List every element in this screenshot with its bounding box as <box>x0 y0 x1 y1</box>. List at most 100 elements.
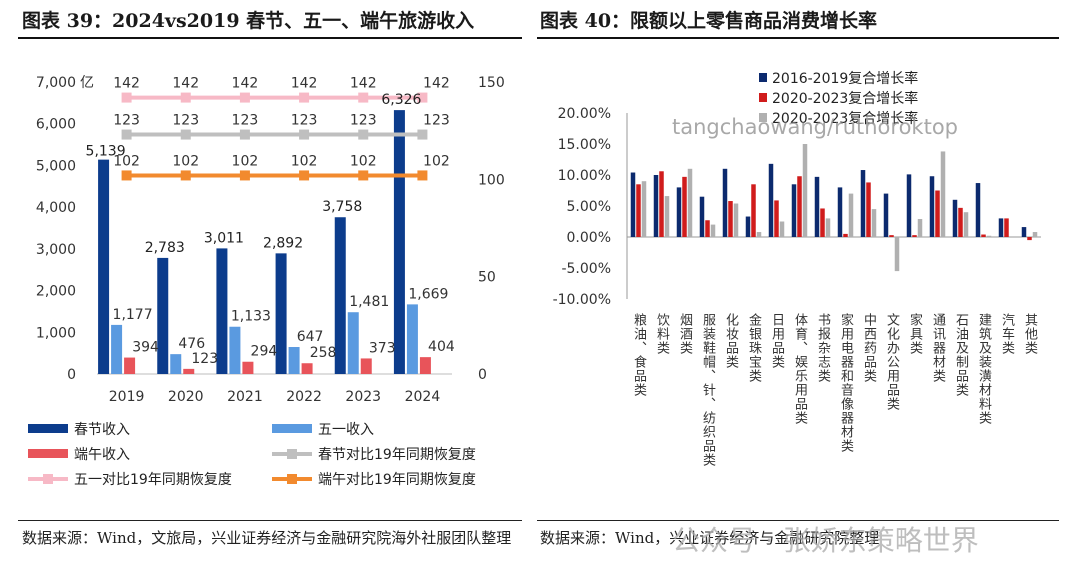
left-axis-tick-label: 6,000 <box>36 117 76 133</box>
line-value-label: 123 <box>113 113 140 129</box>
y-axis-tick-label: 0.00% <box>567 230 611 246</box>
recovery-marker <box>180 92 191 103</box>
right-axis-tick-label: 100 <box>478 172 505 188</box>
bar-value-label: 2,892 <box>263 235 303 251</box>
bar-3 <box>124 357 136 374</box>
recovery-marker <box>358 170 369 181</box>
growth-bar-1 <box>768 163 774 237</box>
legend-swatch <box>28 449 68 458</box>
recovery-marker <box>358 129 369 140</box>
growth-bar-1 <box>837 187 843 237</box>
bar-value-label: 1,669 <box>408 286 448 302</box>
bar-2 <box>406 304 418 374</box>
legend-label: 五一收入 <box>318 422 374 438</box>
growth-bar-3 <box>986 235 992 237</box>
growth-bar-2 <box>774 200 779 237</box>
bar-value-label: 2,783 <box>145 240 185 256</box>
category-label: 2022 <box>286 389 322 405</box>
left-source-note: 数据来源：Wind，文旅局，兴业证券经济与金融研究院海外社服团队整理 <box>22 529 512 547</box>
category-label: 家具类 <box>907 312 923 355</box>
legend-swatch <box>272 424 312 433</box>
y-axis-tick-label: 5.00% <box>567 199 611 215</box>
growth-bar-2 <box>912 235 917 237</box>
bar-1 <box>98 159 110 374</box>
left-axis-tick-label: 2,000 <box>36 284 76 300</box>
growth-bar-3 <box>641 181 647 237</box>
recovery-marker <box>358 92 369 103</box>
growth-bar-3 <box>687 168 693 237</box>
category-label: 2023 <box>345 389 381 405</box>
bar-3 <box>360 358 372 374</box>
recovery-marker <box>121 92 132 103</box>
bar-1 <box>393 110 405 375</box>
bar-value-label: 3,758 <box>322 199 362 215</box>
growth-bar-3 <box>733 203 739 237</box>
growth-bar-3 <box>963 212 969 237</box>
recovery-marker <box>121 129 132 140</box>
line-value-label: 102 <box>113 153 140 169</box>
growth-bar-2 <box>820 208 825 237</box>
bar-value-label: 1,133 <box>231 309 271 325</box>
bar-2 <box>111 324 123 374</box>
growth-bar-1 <box>791 184 797 237</box>
category-label: 体育、娱乐用品类 <box>792 313 808 425</box>
growth-bar-1 <box>676 187 682 237</box>
growth-bar-3 <box>1032 232 1038 237</box>
growth-bar-1 <box>952 199 958 237</box>
line-value-label: 102 <box>232 153 259 169</box>
category-label: 2021 <box>227 389 263 405</box>
legend-label: 端午收入 <box>74 447 130 463</box>
growth-bar-1 <box>998 218 1004 237</box>
bar-value-label: 647 <box>297 329 324 345</box>
category-label: 粮油、食品类 <box>631 313 647 397</box>
legend-label: 端午对比19年同期恢复度 <box>318 471 476 488</box>
left-axis-tick-label: 4,000 <box>36 200 76 216</box>
recovery-marker <box>417 170 428 181</box>
right-axis-tick-label: 150 <box>478 75 505 91</box>
growth-bar-1 <box>814 176 820 237</box>
bar-3 <box>242 361 254 374</box>
bar-value-label: 3,011 <box>204 230 244 246</box>
bar-value-label: 123 <box>191 351 218 367</box>
y-axis-tick-label: -10.00% <box>553 292 611 308</box>
category-label: 通讯器材类 <box>930 313 946 383</box>
line-value-label: 123 <box>350 113 377 129</box>
line-value-label: 142 <box>350 76 377 92</box>
right-top-rule <box>537 37 1059 39</box>
recovery-marker <box>239 129 250 140</box>
category-label: 文化办公用品类 <box>884 313 900 411</box>
bar-value-label: 373 <box>369 340 396 356</box>
growth-bar-1 <box>745 216 751 237</box>
growth-bar-1 <box>906 174 912 237</box>
bar-value-label: 1,177 <box>113 307 153 323</box>
left-axis-tick-label: 7,000 <box>36 75 76 91</box>
growth-bar-2 <box>1027 237 1032 241</box>
category-label: 化妆品类 <box>723 313 739 369</box>
bar-2 <box>347 312 359 374</box>
retail-growth-chart: -10.00% -5.00% 0.00% 5.00% 10.00% 15.00% 20.00… <box>553 70 1041 467</box>
line-value-label: 123 <box>232 113 259 129</box>
category-label: 金银珠宝类 <box>746 312 762 383</box>
growth-bar-3 <box>894 237 900 272</box>
legend-label: 2016-2019复合增长率 <box>772 70 918 87</box>
bar-value-label: 5,139 <box>86 144 126 160</box>
line-value-label: 142 <box>113 76 140 92</box>
category-label: 其他类 <box>1022 313 1038 355</box>
category-label: 饮料类 <box>654 313 670 355</box>
recovery-marker <box>299 92 310 103</box>
left-axis-tick-label: 0 <box>67 367 76 383</box>
growth-bar-1 <box>975 183 981 237</box>
growth-bar-1 <box>1021 227 1027 237</box>
left-axis-tick-label: 5,000 <box>36 158 76 174</box>
growth-bar-2 <box>705 220 710 237</box>
growth-bar-1 <box>630 172 636 237</box>
growth-bar-2 <box>682 176 687 237</box>
left-axis-unit: 亿 <box>80 75 94 91</box>
y-axis-tick-label: 20.00% <box>558 106 611 122</box>
category-label: 2024 <box>405 389 441 405</box>
growth-bar-3 <box>779 221 785 237</box>
recovery-marker <box>299 129 310 140</box>
growth-bar-2 <box>889 235 894 237</box>
growth-bar-1 <box>860 170 866 237</box>
growth-bar-1 <box>929 176 935 237</box>
